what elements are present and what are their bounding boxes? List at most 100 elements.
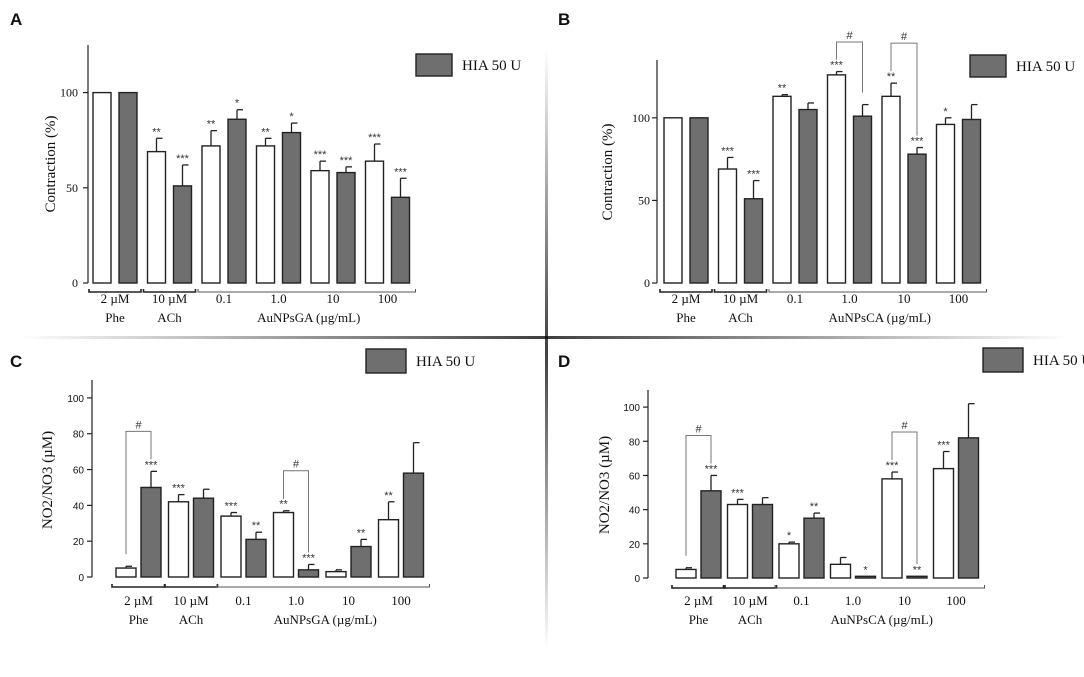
bar-control-1 <box>726 503 749 579</box>
significance-marker: *** <box>368 132 382 144</box>
bar-control-3 <box>272 511 295 578</box>
y-axis-title: NO2/NO3 (µM) <box>40 431 56 529</box>
bar-control-0 <box>663 117 683 284</box>
comparison-marker: # <box>695 423 702 435</box>
y-tick-label: 60 <box>73 466 85 477</box>
concentration-label: 1.0 <box>288 593 304 608</box>
significance-marker: ** <box>810 501 819 513</box>
concentration-bracket <box>768 289 987 293</box>
significance-marker: *** <box>302 552 316 564</box>
significance-marker: ** <box>261 126 270 138</box>
comparison-bracket <box>891 431 918 565</box>
bar-control-0 <box>92 91 112 284</box>
significance-marker: *** <box>937 440 951 452</box>
x-axis-title: AuNPsGA (µg/mL) <box>257 310 360 325</box>
y-axis-title: Contraction (%) <box>43 115 59 212</box>
y-tick-label: 100 <box>623 403 640 414</box>
legend-swatch <box>415 53 453 77</box>
y-tick-label: 0 <box>78 573 84 584</box>
y-tick-label: 0 <box>72 276 78 290</box>
bar-control-3 <box>829 563 852 579</box>
group-bracket <box>111 584 166 588</box>
group-bracket <box>713 289 768 293</box>
significance-marker: ** <box>887 71 896 83</box>
bar-control-4 <box>325 570 347 578</box>
bar-hia-4 <box>906 575 928 579</box>
bar-control-4 <box>881 478 903 579</box>
significance-marker: * <box>235 98 240 110</box>
concentration-label: 10 <box>898 593 911 608</box>
significance-marker: *** <box>911 136 925 148</box>
group-sublabel: ACh <box>179 612 204 627</box>
comparison-bracket <box>125 430 152 555</box>
panel-label-c: C <box>10 352 22 371</box>
bar-control-5 <box>932 467 955 579</box>
divider-vertical <box>545 50 548 650</box>
comparison-bracket <box>685 434 712 556</box>
comparison-marker: # <box>901 31 908 43</box>
y-tick-label: 40 <box>629 506 641 517</box>
comparison-marker: # <box>901 420 908 432</box>
legend-swatch <box>969 54 1007 78</box>
x-axis-title: AuNPsCA (µg/mL) <box>829 310 931 325</box>
bar-hia-1 <box>192 497 215 578</box>
comparison-bracket <box>890 42 918 136</box>
group-sublabel: ACh <box>157 310 182 325</box>
concentration-bracket <box>197 289 416 293</box>
significance-marker: ** <box>207 119 216 131</box>
significance-marker: *** <box>886 460 900 472</box>
significance-marker: *** <box>747 169 761 181</box>
comparison-marker: # <box>293 459 300 471</box>
bar-hia-1 <box>172 185 193 284</box>
bar-control-0 <box>675 568 697 579</box>
group-sublabel: Phe <box>676 310 696 325</box>
bar-control-3 <box>255 145 276 284</box>
bar-control-5 <box>935 123 956 284</box>
group-label: 10 µM <box>152 291 188 306</box>
concentration-label: 10 <box>898 291 911 306</box>
concentration-label: 0.1 <box>793 593 809 608</box>
comparison-marker: # <box>135 419 142 431</box>
bar-hia-0 <box>700 490 722 579</box>
bar-hia-1 <box>743 198 764 284</box>
group-sublabel: ACh <box>728 310 753 325</box>
y-tick-label: 100 <box>632 111 650 125</box>
significance-marker: *** <box>176 153 190 165</box>
bar-hia-3 <box>852 115 873 284</box>
bar-hia-2 <box>798 108 818 284</box>
group-bracket <box>163 584 219 588</box>
y-tick-label: 20 <box>73 537 85 548</box>
comparison-bracket <box>836 41 863 93</box>
bar-hia-3 <box>281 131 302 284</box>
panel-label-d: D <box>558 352 570 371</box>
bar-control-2 <box>778 543 800 579</box>
bar-control-1 <box>146 150 167 284</box>
group-sublabel: Phe <box>105 310 125 325</box>
bar-hia-0 <box>140 486 162 578</box>
bar-hia-2 <box>245 538 267 578</box>
significance-marker: *** <box>145 459 159 471</box>
group-label: 2 µM <box>684 593 713 608</box>
legend-label: HIA 50 U <box>416 354 475 370</box>
bar-hia-4 <box>350 545 372 578</box>
y-tick-label: 60 <box>629 471 641 482</box>
significance-marker: *** <box>340 155 354 167</box>
group-bracket <box>659 289 713 293</box>
significance-marker: ** <box>152 126 161 138</box>
y-axis-title: Contraction (%) <box>600 123 616 220</box>
bar-control-5 <box>377 518 400 578</box>
significance-marker: *** <box>172 483 186 495</box>
legend-label: HIA 50 U <box>1033 353 1084 369</box>
concentration-label: 10 <box>327 291 340 306</box>
y-tick-label: 50 <box>638 193 650 207</box>
panel-label-a: A <box>10 10 22 29</box>
group-label: 10 µM <box>723 291 759 306</box>
significance-marker: * <box>289 111 294 123</box>
y-tick-label: 80 <box>629 437 641 448</box>
significance-marker: * <box>863 564 868 576</box>
bar-hia-2 <box>803 517 825 579</box>
bar-hia-0 <box>118 91 138 284</box>
legend-label: HIA 50 U <box>462 58 521 74</box>
